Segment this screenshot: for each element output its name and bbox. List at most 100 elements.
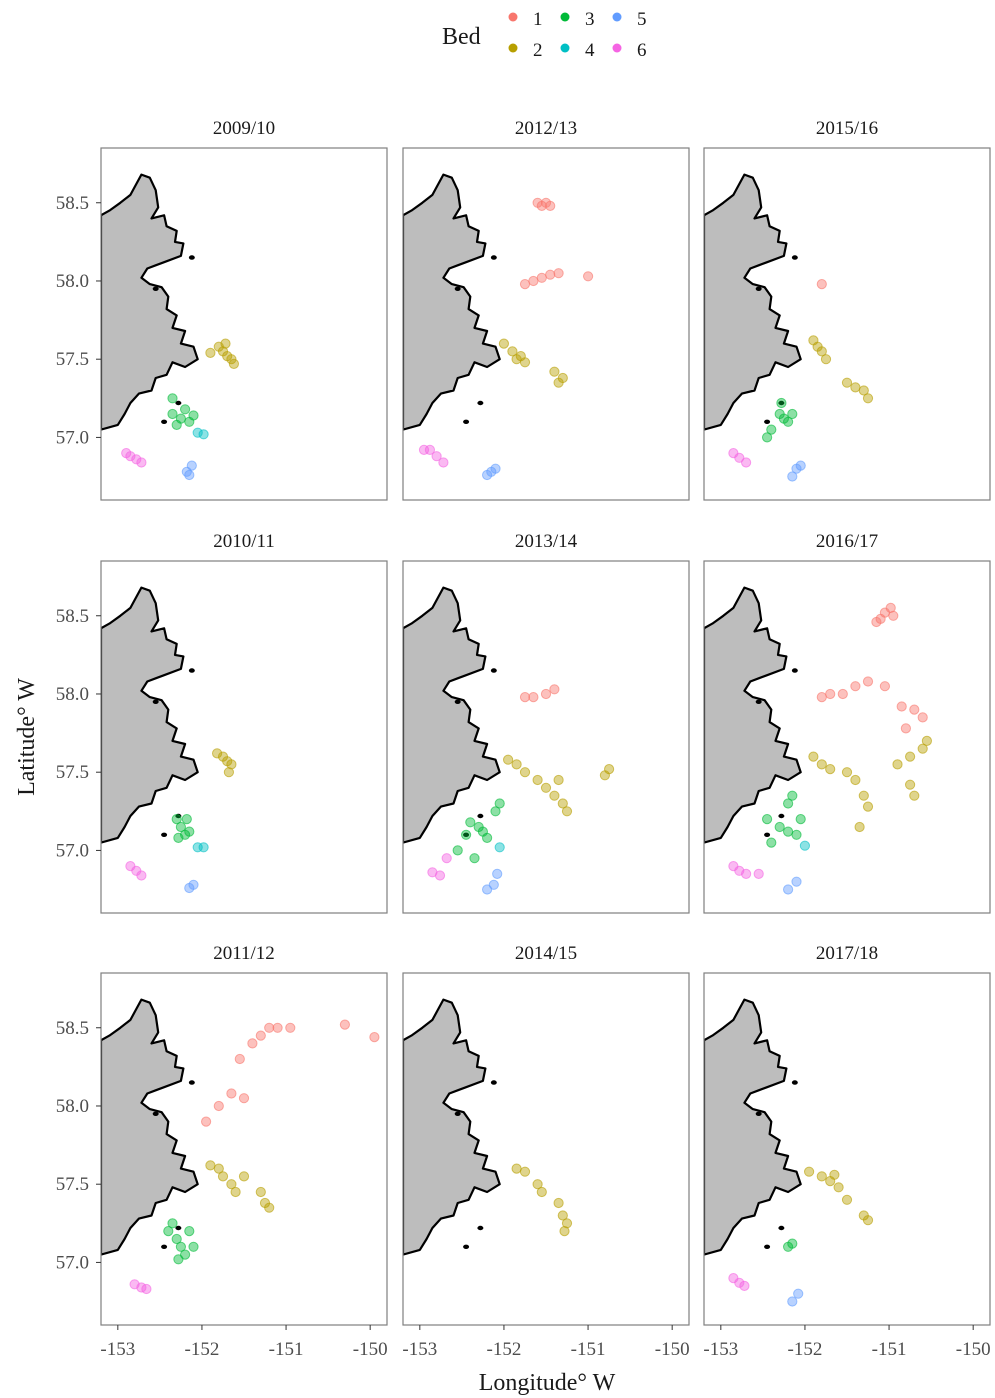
point-bed-5 bbox=[795, 460, 806, 471]
point-bed-1 bbox=[528, 275, 539, 287]
x-tick-label: -152 bbox=[788, 1339, 823, 1360]
point-bed-2 bbox=[599, 770, 610, 781]
point-bed-3 bbox=[774, 821, 785, 833]
point-bed-5 bbox=[486, 466, 497, 477]
panel-border bbox=[402, 972, 690, 1326]
point-bed-6 bbox=[136, 870, 147, 881]
point-bed-2 bbox=[549, 790, 560, 801]
island-mark bbox=[477, 400, 484, 406]
point-bed-3 bbox=[175, 1241, 187, 1252]
point-bed-3 bbox=[490, 806, 501, 817]
panel-content bbox=[704, 173, 874, 482]
point-bed-2 bbox=[892, 759, 903, 770]
landmass-outline bbox=[101, 998, 199, 1256]
point-bed-2 bbox=[519, 767, 531, 778]
point-bed-1 bbox=[896, 701, 907, 712]
point-bed-3 bbox=[184, 826, 195, 837]
panel-content bbox=[704, 998, 874, 1307]
point-bed-1 bbox=[255, 1030, 266, 1041]
point-bed-3 bbox=[783, 798, 794, 809]
point-bed-2 bbox=[532, 1179, 543, 1190]
point-bed-1 bbox=[264, 1022, 275, 1033]
point-bed-5 bbox=[787, 471, 798, 482]
y-axis: 57.0 57.5 58.0 58.5 57.0 57.5 58.0 58.5 57.0 57.5… bbox=[56, 193, 101, 1273]
facet-panel-2009-10: 2009/10 bbox=[100, 118, 388, 501]
point-bed-3 bbox=[783, 826, 794, 837]
panel-content bbox=[704, 586, 932, 895]
island-mark bbox=[463, 419, 470, 424]
island-mark bbox=[778, 400, 785, 406]
island-mark bbox=[188, 1080, 195, 1085]
facet-panel-2014-15: 2014/15 bbox=[402, 943, 690, 1326]
point-bed-1 bbox=[917, 712, 928, 723]
island-mark bbox=[477, 1225, 484, 1231]
facet-panel-2011-12: 2011/12 bbox=[100, 943, 388, 1326]
point-bed-3 bbox=[787, 790, 798, 801]
point-bed-5 bbox=[787, 1296, 798, 1307]
island-mark bbox=[175, 400, 182, 406]
legend-key-2 bbox=[508, 43, 518, 53]
point-bed-1 bbox=[545, 200, 556, 212]
point-bed-4 bbox=[799, 840, 811, 851]
point-bed-6 bbox=[131, 454, 142, 465]
panel-content bbox=[403, 998, 573, 1256]
point-bed-2 bbox=[854, 821, 865, 833]
point-bed-1 bbox=[201, 1116, 212, 1127]
landmass-outline bbox=[101, 586, 199, 844]
point-bed-4 bbox=[192, 427, 203, 438]
point-bed-3 bbox=[494, 798, 505, 809]
island-mark bbox=[764, 419, 771, 424]
point-bed-1 bbox=[285, 1022, 296, 1033]
x-tick-label: -153 bbox=[100, 1339, 135, 1360]
point-bed-2 bbox=[921, 735, 932, 746]
point-bed-2 bbox=[226, 354, 237, 365]
point-bed-2 bbox=[850, 774, 861, 786]
legend-label-5: 5 bbox=[637, 9, 647, 30]
point-bed-3 bbox=[783, 416, 794, 427]
point-bed-1 bbox=[536, 200, 547, 212]
facet-panels: 2009/10 2010/11 2011/12 2012/13 2013/14 2014/… bbox=[100, 118, 991, 1326]
y-tick-label: 57.0 bbox=[56, 840, 89, 861]
point-bed-2 bbox=[511, 354, 522, 365]
y-tick-label: 58.0 bbox=[56, 1096, 89, 1117]
facet-strip-label: 2009/10 bbox=[213, 118, 275, 139]
island-mark bbox=[791, 1080, 798, 1085]
point-bed-2 bbox=[205, 347, 216, 358]
point-bed-2 bbox=[816, 1171, 827, 1182]
x-axis-title: Longitude° W bbox=[479, 1370, 616, 1396]
island-mark bbox=[764, 1244, 771, 1249]
island-mark bbox=[454, 1111, 461, 1116]
point-bed-2 bbox=[226, 759, 237, 770]
point-bed-2 bbox=[905, 751, 916, 762]
legend-label-3: 3 bbox=[585, 9, 595, 30]
panel-content bbox=[403, 586, 615, 895]
point-bed-2 bbox=[553, 1197, 564, 1209]
island-mark bbox=[454, 699, 461, 704]
point-bed-2 bbox=[804, 1166, 815, 1177]
island-mark bbox=[161, 1244, 168, 1249]
point-bed-5 bbox=[793, 1288, 804, 1299]
point-bed-1 bbox=[816, 279, 827, 290]
point-bed-2 bbox=[909, 790, 920, 801]
legend-key-4 bbox=[560, 43, 570, 53]
panel-content bbox=[101, 998, 380, 1295]
point-bed-6 bbox=[741, 868, 752, 879]
point-bed-6 bbox=[121, 448, 132, 459]
landmass-outline bbox=[704, 586, 802, 844]
point-bed-1 bbox=[816, 692, 827, 703]
island-mark bbox=[490, 1080, 497, 1085]
point-bed-2 bbox=[220, 338, 231, 349]
point-bed-2 bbox=[503, 754, 514, 765]
facet-panel-2016-17: 2016/17 bbox=[703, 531, 991, 914]
point-bed-2 bbox=[841, 1194, 853, 1205]
point-bed-6 bbox=[441, 853, 452, 864]
y-tick-label: 57.5 bbox=[56, 349, 89, 370]
point-bed-3 bbox=[173, 832, 184, 843]
island-mark bbox=[755, 1111, 762, 1116]
point-bed-2 bbox=[829, 1169, 840, 1180]
point-bed-3 bbox=[163, 1226, 174, 1237]
point-bed-6 bbox=[753, 868, 764, 879]
point-bed-2 bbox=[205, 1160, 216, 1171]
point-bed-5 bbox=[184, 469, 195, 481]
point-bed-1 bbox=[879, 681, 890, 692]
